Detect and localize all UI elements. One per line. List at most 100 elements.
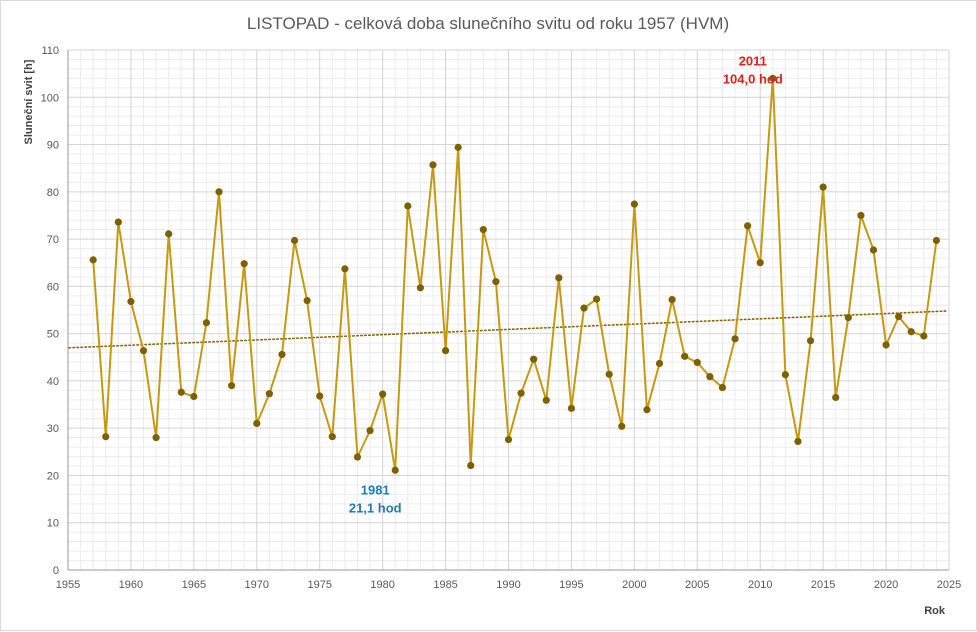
annotation-value: 21,1 hod: [349, 500, 402, 515]
data-point: [605, 370, 613, 378]
data-point: [316, 392, 324, 400]
data-point: [429, 161, 437, 169]
y-tick-label: 40: [47, 376, 59, 388]
major-gridlines: [67, 49, 950, 571]
data-point: [882, 341, 890, 349]
annotation-year: 2011: [739, 53, 767, 68]
y-tick-label: 100: [41, 92, 59, 104]
data-point: [353, 453, 362, 461]
data-point: [744, 222, 752, 230]
y-tick-label: 110: [41, 45, 59, 57]
x-tick-label: 2005: [685, 579, 709, 591]
data-point: [328, 433, 336, 441]
data-point: [718, 383, 727, 392]
data-point: [165, 230, 173, 238]
data-point: [265, 390, 273, 398]
data-point: [404, 202, 412, 210]
annotations: 2011 104,0 hod 1981 21,1 hod: [349, 53, 783, 515]
annotation-year: 1981: [361, 482, 390, 497]
data-point: [479, 226, 487, 234]
data-point: [240, 260, 248, 268]
data-point: [668, 296, 676, 304]
data-point: [618, 422, 626, 430]
data-point: [177, 388, 185, 396]
data-point: [819, 183, 827, 191]
data-point: [630, 200, 638, 208]
data-point: [228, 382, 236, 390]
x-tick-label: 2000: [622, 579, 646, 591]
x-tick-label: 1990: [496, 579, 520, 591]
data-point: [253, 419, 261, 428]
axes: [67, 50, 949, 571]
y-tick-label: 0: [53, 565, 59, 577]
x-tick-label: 1955: [56, 579, 80, 591]
data-point: [102, 433, 110, 441]
data-point: [190, 392, 198, 401]
x-tick-label: 2015: [811, 579, 835, 591]
data-point: [731, 335, 739, 343]
data-point: [290, 236, 299, 245]
x-tick-labels: 1955 1960 1965 1970 1975 1980 1985 1990 1995 2000…: [56, 579, 961, 591]
data-point: [152, 434, 160, 442]
y-tick-label: 70: [47, 234, 59, 246]
x-tick-label: 1980: [370, 579, 394, 591]
x-tick-label: 1995: [559, 579, 583, 591]
data-point: [920, 332, 928, 340]
data-point: [643, 406, 651, 414]
x-tick-label: 1975: [307, 579, 331, 591]
x-tick-label: 2025: [937, 579, 961, 591]
series-line: [92, 77, 938, 472]
data-point: [781, 371, 789, 379]
data-point: [832, 393, 840, 402]
chart-title: LISTOPAD - celková doba slunečního svitu…: [247, 14, 729, 33]
data-point: [504, 435, 513, 444]
y-axis-label: Sluneční svit [h]: [23, 59, 35, 144]
data-point: [454, 143, 462, 151]
y-tick-label: 80: [47, 187, 59, 199]
data-point: [492, 278, 500, 286]
annotation-value: 104,0 hod: [723, 71, 783, 86]
data-point: [895, 313, 903, 321]
series-group: [89, 74, 941, 474]
data-point: [139, 347, 148, 355]
data-point: [366, 426, 374, 435]
data-point: [907, 328, 915, 336]
data-point: [127, 297, 135, 306]
data-point: [379, 390, 387, 398]
data-point: [857, 211, 865, 220]
trendline-group: [68, 310, 949, 349]
data-point: [593, 295, 601, 303]
data-point: [542, 396, 550, 404]
data-point: [794, 437, 802, 446]
data-point: [706, 373, 714, 381]
data-point: [655, 359, 664, 368]
x-axis-label: Rok: [924, 605, 946, 617]
data-point: [869, 246, 878, 254]
data-point: [278, 350, 286, 359]
data-point: [391, 466, 399, 474]
x-tick-label: 1960: [119, 579, 143, 591]
data-point: [530, 355, 538, 363]
data-point: [693, 358, 701, 367]
trendline: [68, 310, 949, 349]
data-point: [441, 347, 450, 355]
y-tick-label: 30: [47, 423, 59, 435]
data-point: [416, 284, 424, 292]
y-tick-label: 50: [47, 329, 59, 341]
data-point: [89, 256, 97, 264]
data-point: [580, 304, 588, 312]
data-point: [806, 337, 815, 345]
y-tick-label: 60: [47, 281, 59, 293]
data-point: [769, 74, 777, 82]
data-point: [932, 236, 941, 245]
data-point: [341, 265, 349, 273]
x-tick-label: 2020: [874, 579, 898, 591]
data-point: [202, 319, 211, 327]
x-tick-label: 1970: [245, 579, 269, 591]
x-tick-label: 1965: [182, 579, 206, 591]
data-point: [303, 296, 311, 305]
y-tick-label: 20: [47, 470, 59, 482]
data-point: [844, 313, 852, 322]
y-tick-labels: 0 10 20 30 40 50 60 70 80 90 100 110: [41, 45, 59, 577]
data-point: [567, 404, 576, 412]
